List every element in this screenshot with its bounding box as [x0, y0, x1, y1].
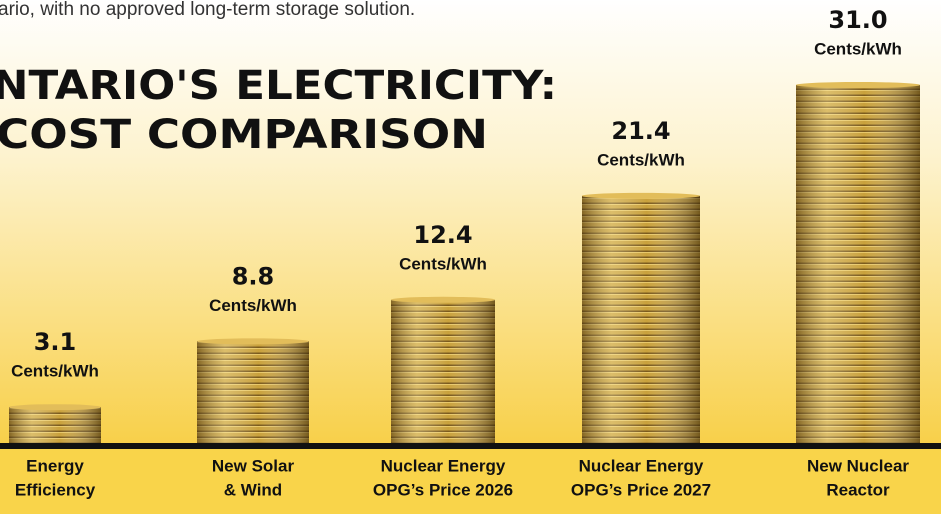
subtitle: ario, with no approved long-term storage… — [0, 0, 415, 20]
value-unit: Cents/kWh — [399, 254, 487, 273]
baseline — [0, 443, 941, 449]
footer-band — [0, 443, 941, 514]
category-label: Energy — [26, 456, 84, 475]
value-unit: Cents/kWh — [814, 39, 902, 58]
category-label: OPG’s Price 2027 — [571, 480, 711, 499]
coin-top — [582, 193, 700, 199]
coin-top — [197, 338, 309, 344]
value-label: 8.8 — [232, 262, 275, 290]
coin-top — [391, 297, 495, 303]
coin-stack — [582, 196, 700, 443]
coin-top — [9, 404, 101, 410]
coin-top — [796, 82, 920, 88]
coin-stack — [197, 341, 309, 443]
value-unit: Cents/kWh — [11, 362, 99, 381]
category-label: OPG’s Price 2026 — [373, 480, 513, 499]
value-label: 21.4 — [611, 117, 670, 145]
chart-title: NTARIO'S ELECTRICITY: — [0, 63, 557, 109]
value-label: 3.1 — [34, 328, 77, 356]
coin-stack — [391, 300, 495, 443]
category-label: Efficiency — [15, 480, 96, 499]
category-label: Nuclear Energy — [381, 456, 506, 475]
category-label: New Solar — [212, 456, 295, 475]
chart-title: COST COMPARISON — [0, 112, 488, 158]
value-unit: Cents/kWh — [209, 296, 297, 315]
category-label: Reactor — [826, 480, 890, 499]
category-label: New Nuclear — [807, 456, 909, 475]
coin-stack — [9, 407, 101, 443]
chart: ario, with no approved long-term storage… — [0, 0, 941, 514]
value-label: 31.0 — [828, 6, 887, 34]
category-label: & Wind — [224, 480, 282, 499]
category-label: Nuclear Energy — [579, 456, 704, 475]
coin-stack — [796, 85, 920, 443]
value-label: 12.4 — [413, 221, 472, 249]
value-unit: Cents/kWh — [597, 150, 685, 169]
